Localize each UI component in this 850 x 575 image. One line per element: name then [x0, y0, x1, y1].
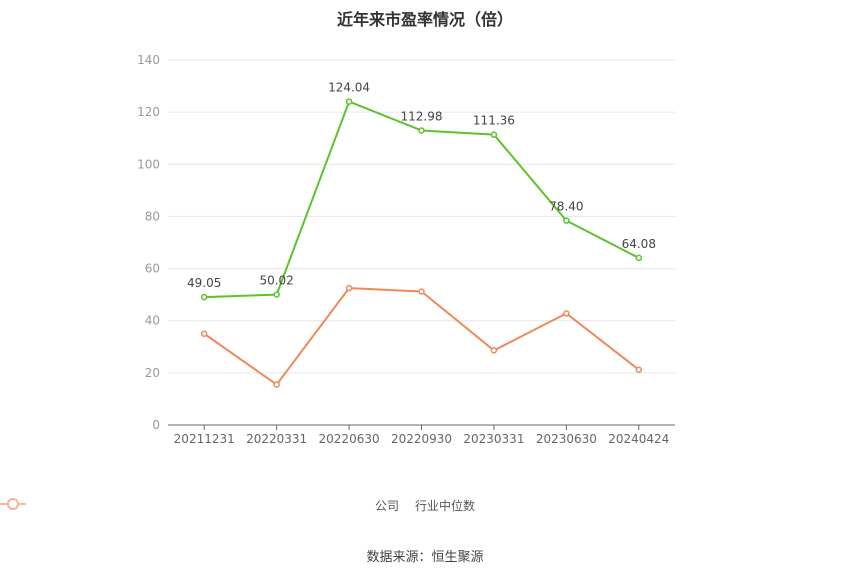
data-label: 50.02	[259, 274, 293, 288]
data-label: 49.05	[187, 276, 221, 290]
y-tick-label: 40	[145, 314, 160, 328]
legend-industry-line-icon	[0, 498, 26, 510]
data-label: 112.98	[401, 109, 443, 123]
data-point-industry-median	[418, 288, 425, 295]
y-tick-label: 100	[137, 157, 160, 171]
data-source-note: 数据来源：恒生聚源	[366, 550, 484, 565]
data-point-company	[418, 127, 425, 134]
y-tick-label: 120	[137, 105, 160, 119]
data-point-company	[345, 98, 353, 105]
x-tick-label: 20240424	[608, 432, 669, 446]
data-point-industry-median	[273, 381, 280, 388]
series-line-industry-median	[203, 287, 640, 386]
data-point-company	[200, 293, 208, 301]
data-point-company	[490, 131, 498, 138]
x-tick-label: 20220331	[246, 432, 307, 446]
x-tick-label: 20211231	[174, 432, 235, 446]
y-tick-label: 0	[152, 418, 160, 432]
data-point-company	[635, 254, 643, 262]
x-tick-label: 20230630	[536, 432, 597, 446]
data-point-company	[273, 291, 280, 298]
x-tick-label: 20220630	[319, 432, 380, 446]
y-tick-label: 80	[145, 209, 160, 223]
x-tick-label: 20220930	[391, 432, 452, 446]
data-point-industry-median	[635, 366, 643, 373]
data-label: 124.04	[328, 81, 370, 95]
x-tick-label: 20230331	[463, 432, 524, 446]
data-label: 78.40	[549, 200, 583, 214]
data-point-industry-median	[490, 347, 498, 354]
data-label: 111.36	[473, 114, 515, 128]
legend-industry-label: 行业中位数	[415, 499, 476, 513]
legend: 公司 行业中位数	[0, 497, 850, 514]
data-point-industry-median	[345, 284, 353, 292]
data-label: 64.08	[622, 237, 656, 251]
legend-item-industry-median[interactable]: 行业中位数	[0, 497, 476, 514]
y-tick-label: 20	[145, 366, 160, 380]
legend-company-label: 公司	[374, 499, 399, 513]
legend-item-company[interactable]: 公司	[0, 497, 399, 514]
y-tick-label: 60	[145, 262, 160, 276]
y-tick-label: 140	[137, 53, 160, 67]
data-point-industry-median	[200, 330, 208, 337]
data-point-company	[563, 217, 570, 224]
chart-title: 近年来市盈率情况（倍）	[336, 10, 513, 29]
data-point-industry-median	[563, 310, 570, 317]
